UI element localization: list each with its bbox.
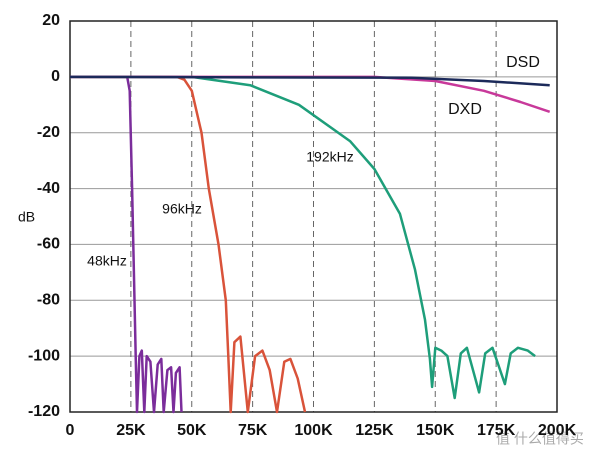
series-line <box>70 75 307 414</box>
x-tick-label: 100K <box>294 422 333 439</box>
series-line <box>70 75 183 414</box>
y-tick-label: -40 <box>37 180 60 197</box>
y-tick-label: -20 <box>37 124 60 141</box>
y-tick-label: -80 <box>37 292 60 309</box>
x-tick-label: 50K <box>177 422 207 439</box>
y-axis-label: dB <box>18 209 35 225</box>
x-tick-label: 0 <box>66 422 75 439</box>
x-tick-label: 200K <box>538 422 577 439</box>
watermark: 值 什么值得买 <box>496 431 584 447</box>
series-label: 48kHz <box>87 253 127 269</box>
x-tick-label: 75K <box>238 422 268 439</box>
y-tick-label: -60 <box>37 236 60 253</box>
y-tick-label: 0 <box>51 68 60 85</box>
series-line <box>70 75 536 400</box>
y-tick-label: -100 <box>28 347 60 364</box>
y-tick-label: 20 <box>42 12 60 29</box>
series-label: DXD <box>448 101 482 118</box>
x-tick-label: 25K <box>116 422 146 439</box>
plot-frame <box>69 20 558 413</box>
series-label: 96kHz <box>162 201 202 217</box>
x-tick-label: 175K <box>477 422 516 439</box>
x-tick-label: 125K <box>355 422 394 439</box>
x-tick-label: 150K <box>416 422 455 439</box>
series-line <box>69 75 550 87</box>
y-tick-label: -120 <box>28 403 60 420</box>
series-label: DSD <box>506 54 540 71</box>
series-label: 192kHz <box>306 149 353 165</box>
